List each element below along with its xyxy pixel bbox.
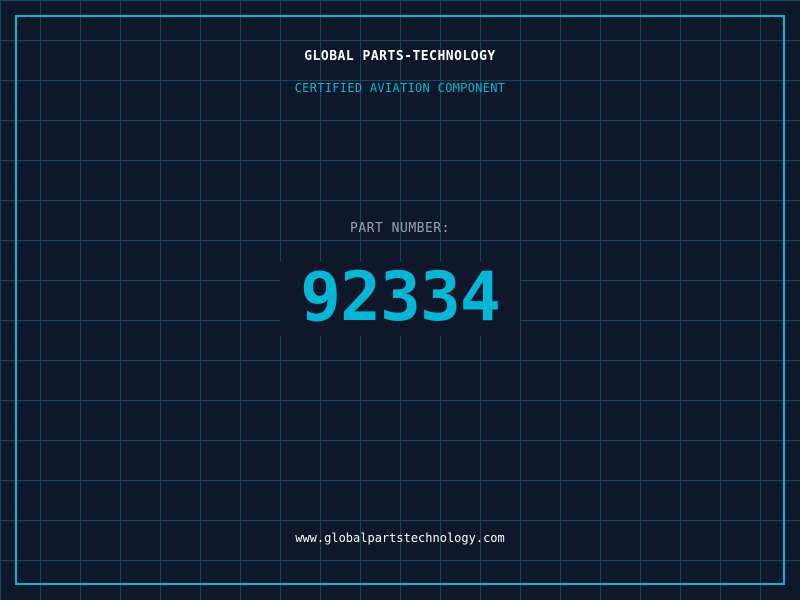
part-number-value: 92334: [300, 258, 501, 337]
part-number-label: PART NUMBER:: [350, 221, 450, 236]
company-name: GLOBAL PARTS-TECHNOLOGY: [304, 49, 496, 64]
border-frame: [15, 15, 785, 585]
certification-subtitle: CERTIFIED AVIATION COMPONENT: [294, 81, 506, 95]
part-number-backdrop: [280, 262, 520, 336]
website-url: www.globalpartstechnology.com: [295, 531, 505, 545]
